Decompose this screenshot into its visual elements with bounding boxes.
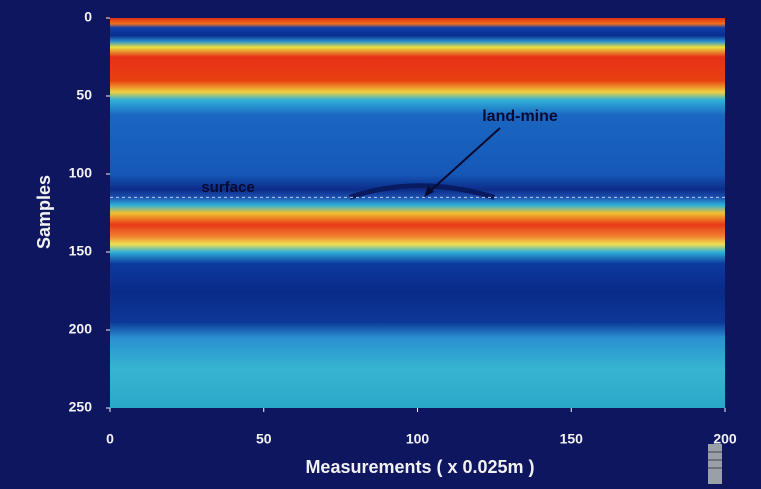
x-tick-label: 100: [406, 431, 430, 447]
annotation: land-mine: [482, 108, 558, 125]
y-tick-label: 50: [76, 87, 92, 103]
x-axis-label: Measurements ( x 0.025m ): [305, 457, 534, 477]
y-tick-label: 250: [69, 399, 93, 415]
radargram: [110, 18, 725, 408]
x-tick-label: 150: [560, 431, 584, 447]
x-tick-label: 200: [713, 431, 737, 447]
y-tick-label: 0: [84, 9, 92, 25]
icon: [708, 444, 722, 484]
y-tick-label: 100: [69, 165, 93, 181]
x-tick-label: 0: [106, 431, 114, 447]
annotation: surface: [201, 179, 254, 196]
y-axis-label: Samples: [34, 175, 54, 249]
x-tick-label: 50: [256, 431, 272, 447]
y-tick-label: 200: [69, 321, 93, 337]
y-tick-label: 150: [69, 243, 93, 259]
chart: Samples Measurements ( x 0.025m ) land-m…: [0, 0, 761, 489]
